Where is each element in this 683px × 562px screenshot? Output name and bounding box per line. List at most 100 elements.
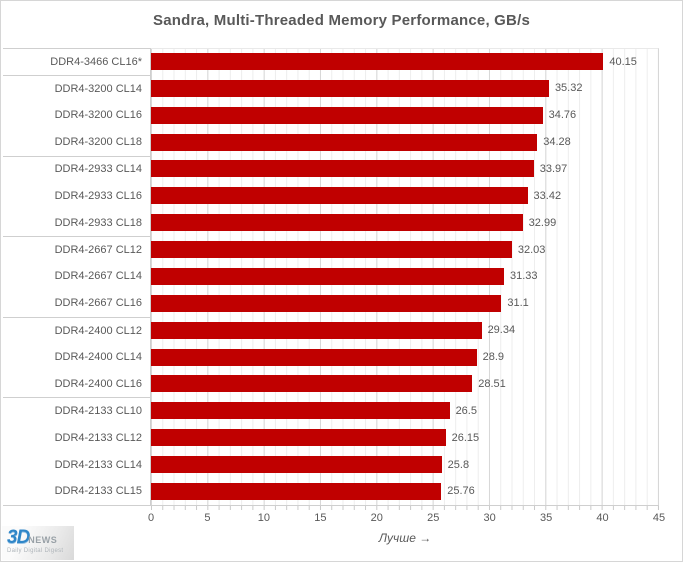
- 3dnews-logo: 3DNEWS Daily Digital Digest: [2, 526, 74, 560]
- value-label: 26.5: [455, 404, 477, 417]
- bar-track: 40.15: [151, 48, 659, 75]
- bar-row: DDR4-2667 CL16 31.1: [3, 289, 659, 317]
- value-label: 25.76: [447, 485, 475, 498]
- bar-row: DDR4-2400 CL12 29.34: [3, 316, 659, 344]
- category-label: DDR4-2933 CL14: [3, 155, 151, 183]
- bar-track: 26.15: [151, 424, 659, 452]
- value-label: 25.8: [447, 458, 470, 471]
- category-label: DDR4-2933 CL16: [3, 182, 151, 210]
- bar-row: DDR4-2667 CL12 32.03: [3, 236, 659, 263]
- value-label: 33.97: [539, 162, 568, 175]
- x-axis-tick-labels: 0 5 10 15 20 25 30 35 40 45: [147, 512, 665, 526]
- category-label: DDR4-2133 CL15: [3, 478, 151, 505]
- bar-track: 34.76: [151, 101, 659, 129]
- bar-row: DDR4-3466 CL16* 40.15: [3, 48, 659, 75]
- x-tick-label: 30: [483, 512, 496, 524]
- bar: [151, 187, 528, 205]
- bar: [151, 429, 446, 447]
- bar: [151, 106, 543, 124]
- x-tick-label: 45: [652, 512, 666, 524]
- category-label: DDR4-2133 CL12: [3, 424, 151, 452]
- bar-row: DDR4-2133 CL10 26.5: [3, 397, 659, 425]
- bar-track: 25.76: [151, 478, 659, 505]
- bar-row: DDR4-3200 CL14 35.32: [3, 74, 659, 102]
- category-label: DDR4-2667 CL14: [3, 263, 151, 290]
- bar-row: DDR4-2400 CL16 28.51: [3, 370, 659, 398]
- category-label: DDR4-2400 CL12: [3, 316, 151, 344]
- bar-row: DDR4-2667 CL14 31.33: [3, 263, 659, 290]
- bar-row: DDR4-2400 CL14 28.9: [3, 343, 659, 371]
- 3dnews-logo-tagline: Daily Digital Digest: [7, 548, 64, 554]
- category-label: DDR4-2667 CL12: [3, 236, 151, 263]
- bar-track: 34.28: [151, 128, 659, 156]
- x-axis-tick-marks: [151, 506, 659, 510]
- bar-track: 28.9: [151, 343, 659, 371]
- value-label: 35.32: [554, 82, 583, 95]
- x-tick-label: 0: [147, 512, 155, 524]
- bar-track: 31.33: [151, 263, 659, 290]
- bar-track: 28.51: [151, 370, 659, 398]
- bar-track: 33.97: [151, 155, 659, 183]
- bar-track: 31.1: [151, 289, 659, 317]
- x-tick-label: 20: [370, 512, 383, 524]
- bar-row: DDR4-2933 CL14 33.97: [3, 155, 659, 183]
- value-label: 29.34: [487, 324, 516, 337]
- category-label: DDR4-2400 CL14: [3, 343, 151, 371]
- category-label: DDR4-3200 CL16: [3, 101, 151, 129]
- bar: [151, 375, 473, 393]
- value-label: 31.1: [507, 297, 529, 310]
- value-label: 32.03: [517, 243, 546, 256]
- bar-track: 32.99: [151, 209, 659, 237]
- category-label: DDR4-3200 CL18: [3, 128, 151, 156]
- bar: [151, 267, 504, 285]
- chart-title: Sandra, Multi-Threaded Memory Performanc…: [153, 12, 530, 29]
- category-label: DDR4-2133 CL10: [3, 397, 151, 425]
- bar-track: 35.32: [151, 74, 659, 102]
- bar: [151, 214, 523, 232]
- category-label: DDR4-2133 CL14: [3, 451, 151, 478]
- bar: [151, 482, 442, 500]
- category-label: DDR4-3200 CL14: [3, 74, 151, 102]
- bar-row: DDR4-3200 CL16 34.76: [3, 101, 659, 129]
- bar-track: 33.42: [151, 182, 659, 210]
- bar-row: DDR4-2133 CL12 26.15: [3, 424, 659, 452]
- category-label: DDR4-2400 CL16: [3, 370, 151, 398]
- bar: [151, 402, 450, 420]
- bar-row: DDR4-2933 CL18 32.99: [3, 209, 659, 237]
- bar-row: DDR4-3200 CL18 34.28: [3, 128, 659, 156]
- bar-track: 25.8: [151, 451, 659, 478]
- value-label: 40.15: [609, 55, 637, 68]
- category-label: DDR4-2933 CL18: [3, 209, 151, 237]
- bar: [151, 79, 549, 97]
- bar: [151, 160, 534, 178]
- value-label: 34.28: [543, 136, 571, 149]
- bar-row: DDR4-2933 CL16 33.42: [3, 182, 659, 210]
- bar-track: 32.03: [151, 236, 659, 263]
- bar-track: 29.34: [151, 316, 659, 344]
- x-tick-label: 35: [539, 512, 553, 524]
- bar: [151, 321, 482, 339]
- category-label: DDR4-2667 CL16: [3, 289, 151, 317]
- bar-rows: DDR4-3466 CL16* 40.15 DDR4-3200 CL14 35.…: [3, 48, 659, 506]
- bar-row: DDR4-2133 CL15 25.76: [3, 478, 659, 505]
- x-tick-label: 10: [257, 512, 270, 524]
- value-label: 34.76: [548, 109, 577, 122]
- value-label: 31.33: [509, 270, 538, 283]
- bar: [151, 294, 502, 312]
- bar-track: 26.5: [151, 397, 659, 425]
- category-label: DDR4-3466 CL16*: [3, 48, 151, 75]
- bar: [151, 53, 604, 71]
- value-label: 28.51: [478, 377, 506, 390]
- value-label: 33.42: [533, 189, 562, 202]
- bar: [151, 348, 477, 366]
- x-tick-label: 40: [596, 512, 609, 524]
- 3dnews-logo-3d-text: 3D: [7, 527, 30, 548]
- value-label: 32.99: [528, 216, 557, 229]
- bar: [151, 241, 512, 259]
- value-label: 28.9: [482, 351, 505, 364]
- x-axis-label: Лучше →: [378, 531, 432, 545]
- bar: [151, 456, 442, 474]
- bar: [151, 133, 538, 151]
- x-tick-label: 5: [204, 512, 211, 524]
